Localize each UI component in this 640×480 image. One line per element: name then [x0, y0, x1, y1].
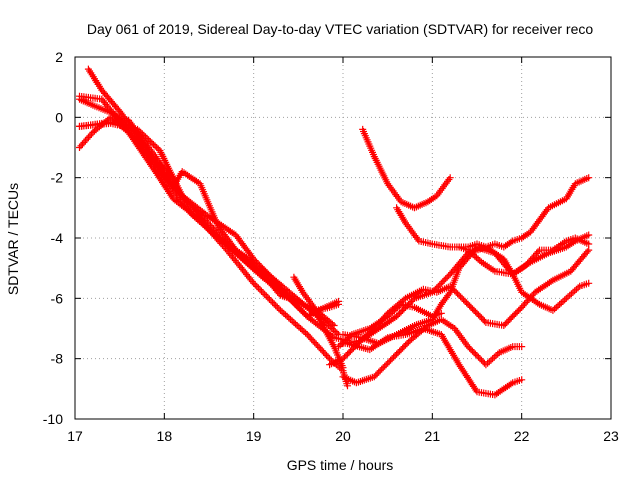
- series-arc-15: [455, 234, 593, 278]
- x-tick-label: 19: [246, 428, 262, 444]
- y-tick-label: -10: [43, 411, 63, 427]
- series-markers: [455, 234, 593, 278]
- y-tick-label: -4: [51, 230, 64, 246]
- x-tick-label: 17: [67, 428, 83, 444]
- series-markers: [76, 119, 342, 320]
- plot-frame: [74, 56, 612, 420]
- y-tick-label: 0: [55, 109, 63, 125]
- tick-labels: 17 18 19 20 21 22 23 -10 -8 -6 -4 -2 0 2: [43, 49, 619, 444]
- series-markers: [290, 273, 342, 314]
- x-tick-label: 22: [514, 428, 530, 444]
- x-axis-label: GPS time / hours: [287, 457, 394, 473]
- series-group: [76, 65, 593, 399]
- series-markers: [335, 300, 445, 351]
- x-tick-label: 20: [335, 428, 351, 444]
- y-tick-label: -2: [51, 170, 64, 186]
- series-arc-16: [335, 300, 445, 351]
- y-tick-label: 2: [55, 49, 63, 65]
- series-arc-7: [290, 273, 342, 314]
- series-arc-12: [344, 325, 526, 399]
- y-tick-label: -6: [51, 290, 64, 306]
- y-tick-label: -8: [51, 351, 64, 367]
- series-arc-13: [359, 125, 454, 212]
- x-tick-label: 23: [603, 428, 619, 444]
- series-arc-6: [76, 119, 342, 320]
- x-tick-label: 18: [157, 428, 173, 444]
- x-tick-label: 21: [425, 428, 441, 444]
- series-markers: [344, 325, 526, 399]
- y-axis-label: SDTVAR / TECUs: [5, 183, 21, 295]
- chart-title: Day 061 of 2019, Sidereal Day-to-day VTE…: [87, 21, 593, 37]
- series-markers: [359, 125, 454, 212]
